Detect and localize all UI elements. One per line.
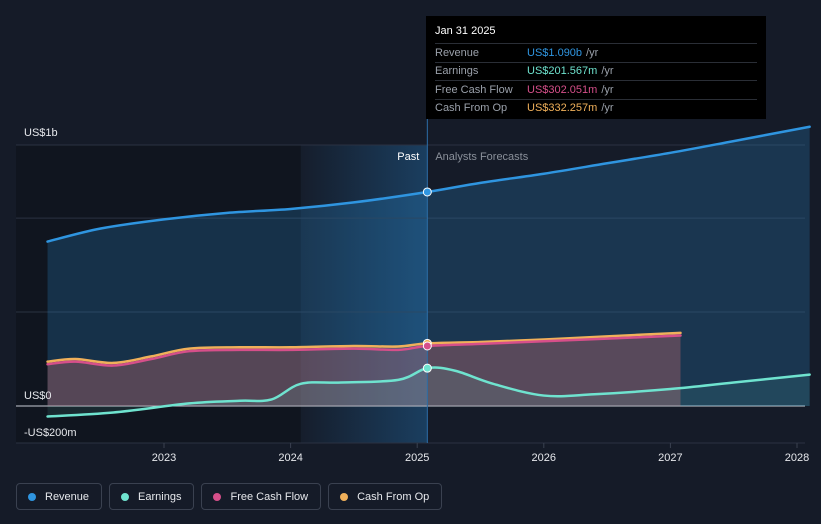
revenue-marker — [422, 187, 432, 197]
tooltip-value: US$1.090b — [527, 46, 583, 59]
x-tick-label: 2025 — [405, 452, 429, 464]
x-tick-label: 2023 — [152, 452, 176, 464]
earnings-marker — [422, 363, 432, 373]
tooltip-label: Earnings — [435, 65, 479, 78]
legend-item-earnings[interactable]: Earnings — [109, 483, 195, 510]
region-label-forecast: Analysts Forecasts — [435, 151, 528, 163]
y-axis-label-bottom: -US$200m — [24, 427, 77, 439]
x-tick-label: 2024 — [278, 452, 302, 464]
tooltip-unit: /yr — [601, 83, 614, 96]
tooltip-unit: /yr — [601, 65, 614, 78]
x-axis-ticks: 2023 2024 2025 2026 2027 2028 — [152, 443, 809, 464]
y-axis-label-top: US$1b — [24, 127, 58, 139]
fcf-line — [46, 334, 682, 367]
x-tick-label: 2027 — [658, 452, 682, 464]
legend-item-cash-from-op[interactable]: Cash From Op — [328, 483, 443, 510]
legend-dot-icon — [340, 492, 349, 501]
grid-lines — [16, 144, 805, 444]
tooltip-row-revenue: Revenue US$1.090b /yr — [435, 43, 757, 62]
tooltip-label: Revenue — [435, 46, 480, 59]
earnings-area — [47, 367, 810, 417]
legend-item-revenue[interactable]: Revenue — [16, 483, 103, 510]
x-tick-label: 2028 — [785, 452, 809, 464]
legend-label: Free Cash Flow — [230, 490, 309, 503]
legend-dot-icon — [121, 492, 130, 501]
legend-dot-icon — [213, 492, 222, 501]
y-axis-label-zero: US$0 — [24, 390, 52, 402]
tooltip-unit: /yr — [586, 46, 599, 59]
region-label-past: Past — [397, 151, 419, 163]
tooltip-label: Free Cash Flow — [435, 83, 513, 96]
highlight-markers — [422, 187, 432, 373]
tooltip-unit: /yr — [601, 102, 614, 115]
fcf-area — [47, 335, 681, 406]
past-region-shade — [16, 145, 301, 443]
fcf-marker — [422, 341, 432, 351]
tooltip: Jan 31 2025 Revenue US$1.090b /yr Earnin… — [426, 16, 766, 119]
series-lines — [46, 125, 811, 418]
legend-label: Earnings — [138, 490, 182, 503]
tooltip-date: Jan 31 2025 — [435, 25, 496, 37]
legend-item-free-cash-flow[interactable]: Free Cash Flow — [201, 483, 322, 510]
cfo-line — [46, 331, 682, 365]
x-tick-label: 2026 — [532, 452, 556, 464]
legend: Revenue Earnings Free Cash Flow Cash Fro… — [16, 483, 443, 510]
tooltip-label: Cash From Op — [435, 102, 508, 115]
tooltip-row-cfo: Cash From Op US$332.257m /yr — [435, 98, 757, 118]
chart: US$1b US$0 -US$200m Past Analysts Foreca… — [16, 119, 811, 464]
tooltip-value: US$201.567m — [527, 65, 598, 78]
tooltip-row-fcf: Free Cash Flow US$302.051m /yr — [435, 80, 757, 99]
legend-label: Revenue — [45, 490, 90, 503]
earnings-line — [46, 366, 811, 418]
tooltip-row-earnings: Earnings US$201.567m /yr — [435, 61, 757, 81]
legend-label: Cash From Op — [357, 490, 430, 503]
legend-dot-icon — [28, 492, 36, 501]
tooltip-value: US$332.257m — [527, 102, 598, 115]
tooltip-value: US$302.051m — [527, 83, 598, 96]
